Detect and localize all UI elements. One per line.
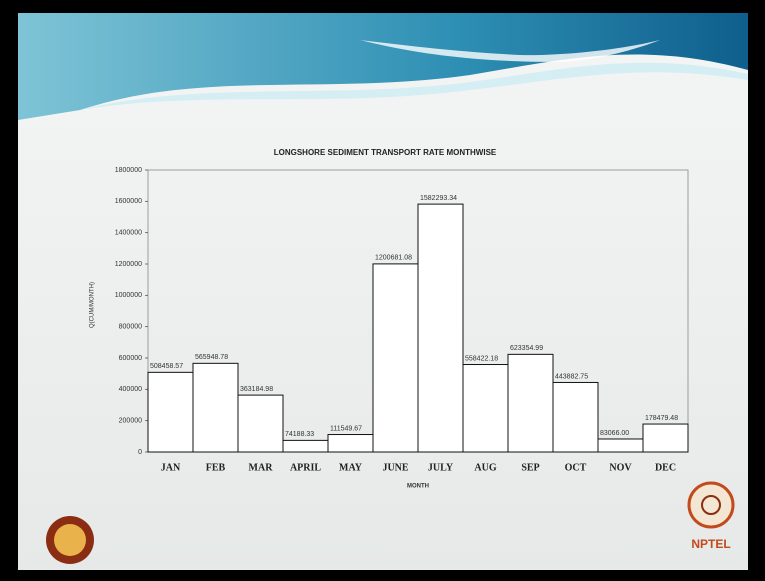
value-label: 1200681.08 bbox=[375, 255, 412, 262]
bar bbox=[148, 372, 193, 452]
y-tick-label: 400000 bbox=[119, 386, 142, 393]
x-tick-label: JULY bbox=[428, 462, 454, 473]
y-tick-label: 200000 bbox=[119, 418, 142, 425]
value-label: 363184.98 bbox=[240, 386, 273, 393]
bar bbox=[553, 382, 598, 452]
x-tick-label: APRIL bbox=[290, 462, 321, 473]
y-tick-label: 1800000 bbox=[115, 167, 142, 174]
bar bbox=[328, 435, 373, 452]
bar bbox=[418, 204, 463, 452]
y-tick-label: 1600000 bbox=[115, 198, 142, 205]
value-label: 1582293.34 bbox=[420, 195, 457, 202]
value-label: 565948.78 bbox=[195, 354, 228, 361]
bar bbox=[373, 264, 418, 452]
nptel-logo: NPTEL bbox=[689, 483, 733, 551]
bar bbox=[643, 424, 688, 452]
x-tick-label: MAR bbox=[249, 462, 274, 473]
y-tick-label: 800000 bbox=[119, 324, 142, 331]
x-tick-label: NOV bbox=[609, 462, 632, 473]
x-tick-label: JAN bbox=[161, 462, 181, 473]
chart-title: LONGSHORE SEDIMENT TRANSPORT RATE MONTHW… bbox=[274, 148, 497, 157]
value-label: 83066.00 bbox=[600, 430, 629, 437]
logo-core bbox=[54, 524, 86, 556]
nptel-text: NPTEL bbox=[691, 537, 730, 551]
y-tick-label: 1000000 bbox=[115, 292, 142, 299]
iit-logo bbox=[46, 516, 94, 564]
bar bbox=[193, 363, 238, 452]
x-tick-label: JUNE bbox=[382, 462, 408, 473]
value-label: 74188.33 bbox=[285, 431, 314, 438]
slide: LONGSHORE SEDIMENT TRANSPORT RATE MONTHW… bbox=[0, 0, 765, 581]
bar bbox=[598, 439, 643, 452]
y-tick-label: 600000 bbox=[119, 355, 142, 362]
x-tick-label: OCT bbox=[565, 462, 587, 473]
value-label: 111549.67 bbox=[330, 425, 362, 432]
x-tick-label: AUG bbox=[474, 462, 496, 473]
x-tick-label: MAY bbox=[339, 462, 363, 473]
value-label: 443882.75 bbox=[555, 373, 588, 380]
x-tick-label: SEP bbox=[521, 462, 539, 473]
x-axis-label: MONTH bbox=[407, 484, 429, 490]
x-tick-label: FEB bbox=[206, 462, 226, 473]
y-tick-label: 0 bbox=[138, 449, 142, 456]
value-label: 508458.57 bbox=[150, 363, 183, 370]
y-tick-label: 1200000 bbox=[115, 261, 142, 268]
nptel-emblem bbox=[689, 483, 733, 527]
bar bbox=[463, 365, 508, 452]
bar bbox=[238, 395, 283, 452]
y-axis-label: Q(CUM/MONTH) bbox=[90, 282, 96, 328]
y-tick-label: 1400000 bbox=[115, 230, 142, 237]
bar bbox=[283, 440, 328, 452]
x-tick-label: DEC bbox=[655, 462, 676, 473]
bar bbox=[508, 354, 553, 452]
value-label: 178479.48 bbox=[645, 415, 678, 422]
value-label: 558422.18 bbox=[465, 355, 498, 362]
value-label: 623354.99 bbox=[510, 345, 543, 352]
